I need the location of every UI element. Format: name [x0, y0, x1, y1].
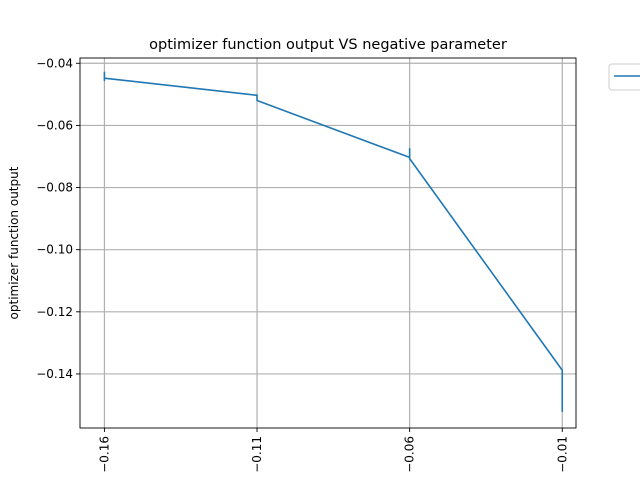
y-tick-label: −0.08: [36, 181, 73, 195]
y-tick-label: −0.14: [36, 367, 73, 381]
y-tick-label: −0.06: [36, 118, 73, 132]
y-tick-label: −0.10: [36, 243, 73, 257]
series-line-0: [103, 71, 564, 413]
legend: [608, 63, 640, 91]
x-axis-ticks: −0.16 −0.11 −0.06 −0.01: [97, 428, 569, 473]
x-tick-label: −0.01: [555, 436, 569, 473]
y-tick-label: −0.12: [36, 305, 73, 319]
x-tick-label: −0.16: [97, 436, 111, 473]
y-axis-ticks: −0.14 −0.12 −0.10 −0.08 −0.06 −0.04: [36, 56, 80, 381]
x-tick-label: −0.11: [250, 436, 264, 473]
axes-frame: [79, 57, 577, 429]
grid: [80, 58, 576, 428]
chart-title: optimizer function output VS negative pa…: [149, 37, 507, 53]
y-axis-label: optimizer function output: [7, 166, 21, 319]
series-layer: [103, 71, 564, 413]
legend-box: [608, 63, 640, 91]
y-tick-label: −0.04: [36, 56, 73, 70]
x-tick-label: −0.06: [403, 436, 417, 473]
